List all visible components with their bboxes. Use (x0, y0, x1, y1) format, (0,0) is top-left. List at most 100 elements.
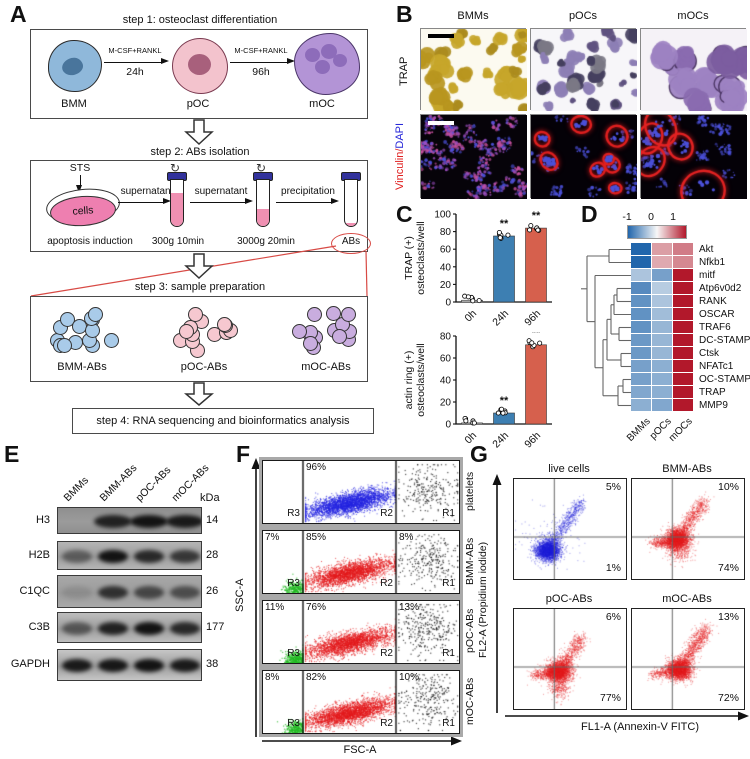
heatmap-cell (673, 399, 693, 411)
svg-text:40: 40 (440, 262, 452, 273)
flow-sample-label: mOC-ABs (464, 677, 476, 725)
heatmap-cell (673, 321, 693, 333)
flow-canvas-mOC-ABs (263, 671, 459, 733)
svg-text:20: 20 (440, 280, 452, 291)
colorbar-tick: 0 (648, 211, 654, 223)
colorbar (627, 225, 687, 239)
heatmap-cell (652, 282, 672, 294)
micrograph-fluor_bmms (420, 114, 527, 199)
pct-top-right: 6% (605, 611, 621, 623)
vesicle (57, 338, 73, 354)
band (61, 659, 92, 672)
precipitation-arrow (276, 198, 339, 205)
panel-d-label: D (581, 201, 598, 227)
heatmap-cell (631, 360, 651, 372)
supernatant2-arrow (190, 198, 253, 205)
blot-C1QC (57, 575, 202, 608)
svg-text:**: ** (500, 395, 509, 407)
gate-r2: R2 (380, 718, 393, 729)
kda-value: 38 (206, 658, 219, 670)
svg-text:80: 80 (440, 227, 452, 238)
blot-GAPDH (57, 649, 202, 681)
block-arrow-1 (184, 119, 214, 146)
abs-circle (331, 233, 371, 254)
sts-arrow (76, 175, 83, 193)
pct-r1: 10% (399, 672, 420, 683)
pct-r1: 8% (399, 532, 414, 543)
heatmap-cell (631, 269, 651, 281)
heatmap-cell (631, 347, 651, 359)
step2-title: step 2: ABs isolation (150, 146, 250, 158)
gate-r3: R3 (287, 578, 300, 589)
pct-top-right: 10% (717, 481, 739, 493)
protein-label: C3B (28, 620, 50, 633)
gene-label: Akt (699, 244, 714, 255)
svg-text:96h: 96h (522, 308, 543, 329)
heatmap-cell (673, 347, 693, 359)
pct-r2: 85% (306, 532, 327, 543)
heatmap-cell (631, 243, 651, 255)
b-col-mocs: mOCs (677, 10, 709, 22)
micrograph-fluor_mocs (640, 114, 747, 199)
fsc-a-axis-label: FSC-A (343, 744, 377, 756)
micrograph-trap_mocs (640, 28, 747, 111)
kda-value: 28 (206, 548, 219, 561)
svg-text:100: 100 (434, 210, 451, 221)
poc-nucleus (188, 54, 211, 75)
block-arrow-2 (184, 253, 214, 280)
kda-value: 177 (206, 620, 225, 633)
band (169, 621, 200, 635)
gene-label: MMP9 (699, 400, 728, 411)
bmm-abs-cluster (44, 303, 120, 357)
gate-r2: R2 (380, 648, 393, 659)
vesicle (88, 306, 104, 322)
micrograph-trap_pocs (530, 28, 637, 111)
heatmap-cell (652, 269, 672, 281)
gene-label: Atp6v0d2 (699, 283, 742, 294)
spin2-label: 3000g 20min (237, 236, 295, 247)
micrograph-canvas-fluor_mocs (641, 115, 747, 199)
flow-canvas-pOC-ABs (263, 601, 459, 663)
poc-abs-cluster (166, 303, 242, 359)
protein-label: C1QC (19, 584, 50, 597)
band (134, 621, 165, 635)
gene-label: OSCAR (699, 309, 735, 320)
g-plot-title: pOC-ABs (545, 593, 593, 605)
flow-canvas-platelets (263, 461, 459, 523)
pct-r3: 11% (265, 602, 285, 613)
centrifuge-icon-2: ↻ (256, 161, 267, 175)
heatmap-cell (673, 360, 693, 372)
vesicle (103, 333, 119, 349)
tube1 (170, 179, 184, 227)
micrograph-fluor_pocs (530, 114, 637, 199)
apoptosis-induction-label: apoptosis induction (47, 236, 133, 247)
kda-header: kDa (200, 492, 220, 504)
arrow2 (230, 58, 295, 65)
moc-abs-cluster (288, 303, 364, 357)
pct-r1: 13% (399, 602, 420, 613)
flow-sample-label: pOC-ABs (464, 608, 476, 654)
colorbar-tick: -1 (622, 211, 632, 223)
panel-b-label: B (396, 1, 413, 27)
vesicle (187, 306, 203, 322)
band (134, 585, 165, 599)
svg-text:**: ** (532, 210, 541, 222)
g-plot-BMM-ABs (631, 478, 745, 580)
pct-bottom-right: 77% (599, 692, 621, 704)
vesicle (178, 324, 194, 340)
svg-text:0h: 0h (462, 308, 479, 325)
lane-label: BMM-ABs (97, 462, 140, 504)
ssc-a-axis-label: SSC-A (234, 578, 246, 612)
blot-H2B (57, 541, 202, 570)
g-plot-mOC-ABs (631, 608, 745, 710)
heatmap-cell (673, 269, 693, 281)
heatmap-cell (631, 386, 651, 398)
pct-r2: 82% (306, 672, 327, 683)
step1-title: step 1: osteoclast differentiation (122, 14, 278, 26)
pct-r3: 8% (265, 672, 280, 683)
svg-text:60: 60 (440, 354, 452, 365)
pct-r2: 76% (306, 602, 327, 613)
gene-label: OC-STAMP (699, 374, 750, 385)
band (61, 549, 92, 563)
g-plot-title: BMM-ABs (662, 463, 712, 475)
